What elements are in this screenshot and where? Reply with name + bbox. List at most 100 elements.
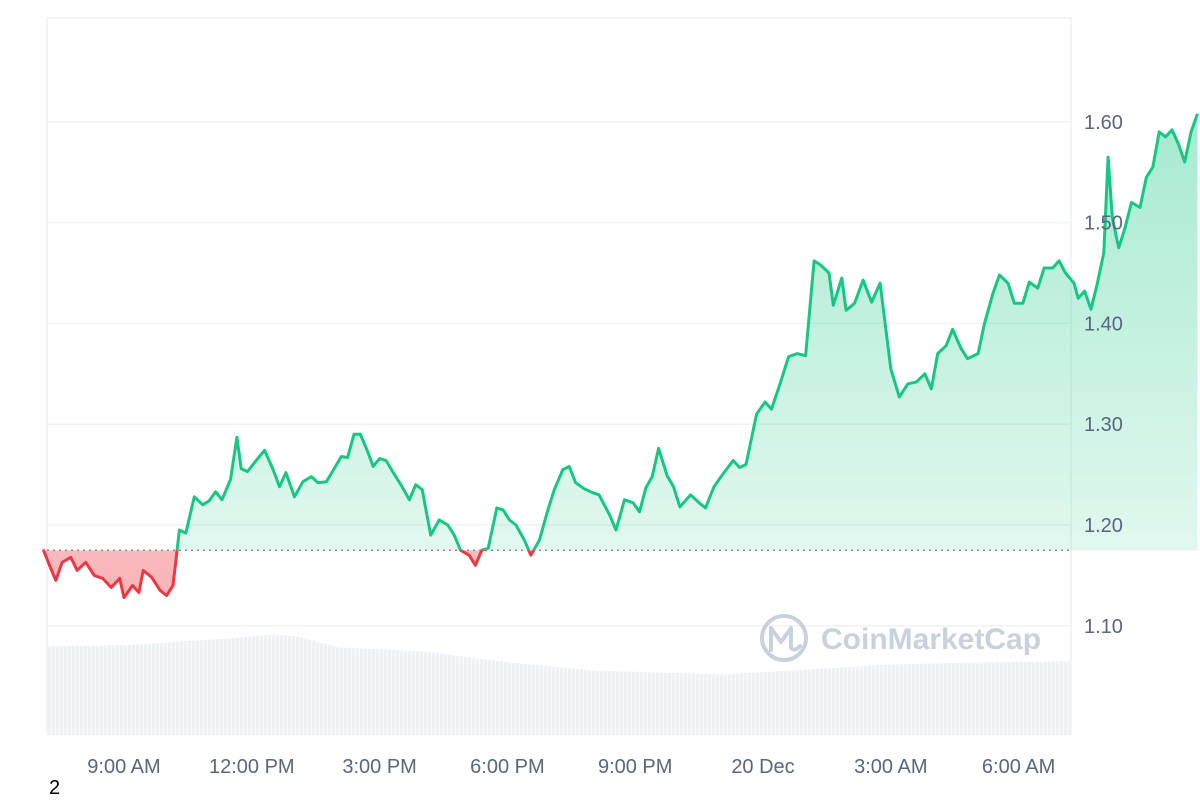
- volume-bar: [852, 666, 856, 735]
- volume-bar: [764, 671, 768, 735]
- volume-bar: [896, 664, 900, 735]
- volume-bar: [644, 672, 648, 735]
- volume-bar: [964, 662, 968, 735]
- volume-bar: [488, 659, 492, 735]
- x-tick-label: 3:00 AM: [854, 756, 927, 778]
- volume-bar: [536, 665, 540, 735]
- volume-bar: [84, 645, 88, 735]
- volume-bar: [200, 640, 204, 735]
- volume-bar: [368, 648, 372, 735]
- volume-bar: [140, 644, 144, 735]
- volume-bar: [204, 639, 208, 735]
- volume-bar: [572, 668, 576, 735]
- volume-bar: [780, 670, 784, 735]
- volume-bar: [804, 669, 808, 735]
- volume-bar: [328, 644, 332, 735]
- y-tick-label: 1.10: [1084, 616, 1123, 638]
- footnote: 2: [49, 777, 61, 799]
- volume-bar: [240, 637, 244, 735]
- volume-bar: [1068, 661, 1072, 735]
- volume-bar: [164, 642, 168, 735]
- volume-bar: [632, 671, 636, 735]
- volume-bar: [812, 669, 816, 735]
- volume-bar: [672, 672, 676, 735]
- volume-bar: [696, 673, 700, 735]
- volume-bar: [404, 650, 408, 735]
- volume-bar: [300, 637, 304, 735]
- volume-bar: [472, 657, 476, 735]
- volume-bar: [880, 665, 884, 735]
- volume-bar: [308, 639, 312, 735]
- volume-bar: [76, 645, 80, 735]
- volume-bar: [772, 671, 776, 735]
- price-area-down: [43, 550, 534, 598]
- volume-bar: [700, 673, 704, 735]
- volume-bar: [424, 651, 428, 735]
- volume-bar: [544, 665, 548, 735]
- volume-bar: [176, 641, 180, 735]
- volume-bar: [56, 646, 60, 735]
- volume-bar: [888, 664, 892, 735]
- volume-bar: [624, 671, 628, 735]
- volume-bar: [260, 635, 264, 735]
- volume-bar: [760, 672, 764, 735]
- volume-bar: [952, 662, 956, 735]
- volume-bar: [748, 672, 752, 735]
- volume-bar: [248, 636, 252, 735]
- volume-bar: [996, 662, 1000, 735]
- volume-bar: [288, 635, 292, 735]
- volume-bar: [1012, 661, 1016, 735]
- volume-bar: [220, 638, 224, 735]
- volume-bar: [736, 673, 740, 735]
- volume-bar: [616, 671, 620, 735]
- volume-bar: [972, 662, 976, 735]
- volume-bar: [920, 663, 924, 735]
- volume-bar: [832, 667, 836, 735]
- volume-bar: [60, 646, 64, 735]
- volume-bar: [180, 641, 184, 735]
- volume-bar: [844, 667, 848, 735]
- volume-bar: [428, 652, 432, 735]
- volume-bar: [236, 637, 240, 735]
- volume-bar: [1056, 661, 1060, 735]
- volume-bar: [628, 671, 632, 735]
- volume-bar: [652, 672, 656, 735]
- volume-bar: [796, 670, 800, 735]
- volume-bar: [936, 663, 940, 735]
- volume-bar: [96, 645, 100, 735]
- volume-bar: [868, 665, 872, 735]
- price-line: [41, 113, 1199, 600]
- volume-bar: [808, 669, 812, 735]
- watermark: CoinMarketCap: [760, 614, 1041, 662]
- volume-bar: [192, 640, 196, 735]
- volume-bar: [276, 634, 280, 735]
- volume-bar: [684, 673, 688, 735]
- volume-bar: [124, 645, 128, 735]
- volume-bar: [836, 667, 840, 735]
- volume-bar: [156, 643, 160, 735]
- volume-bar: [520, 663, 524, 735]
- volume-bar: [776, 671, 780, 735]
- volume-bar: [104, 645, 108, 735]
- volume-bar: [676, 673, 680, 735]
- volume-bar: [160, 642, 164, 735]
- volume-bar: [552, 666, 556, 735]
- volume-bar: [768, 671, 772, 735]
- volume-bar: [400, 650, 404, 735]
- price-area-up: [43, 113, 1198, 551]
- volume-bar: [956, 662, 960, 735]
- volume-bar: [412, 650, 416, 735]
- x-tick-label: 12:00 PM: [209, 756, 295, 778]
- volume-bar: [548, 666, 552, 735]
- volume-bar: [712, 674, 716, 735]
- volume-bar: [232, 638, 236, 735]
- y-tick-label: 1.50: [1084, 213, 1123, 235]
- volume-bar: [1028, 661, 1032, 735]
- volume-bar: [1016, 661, 1020, 735]
- volume-bar: [92, 645, 96, 735]
- x-tick-label: 20 Dec: [731, 756, 794, 778]
- volume-bar: [664, 672, 668, 735]
- volume-bar: [216, 639, 220, 735]
- volume-bar: [792, 670, 796, 735]
- y-tick-label: 1.30: [1084, 414, 1123, 436]
